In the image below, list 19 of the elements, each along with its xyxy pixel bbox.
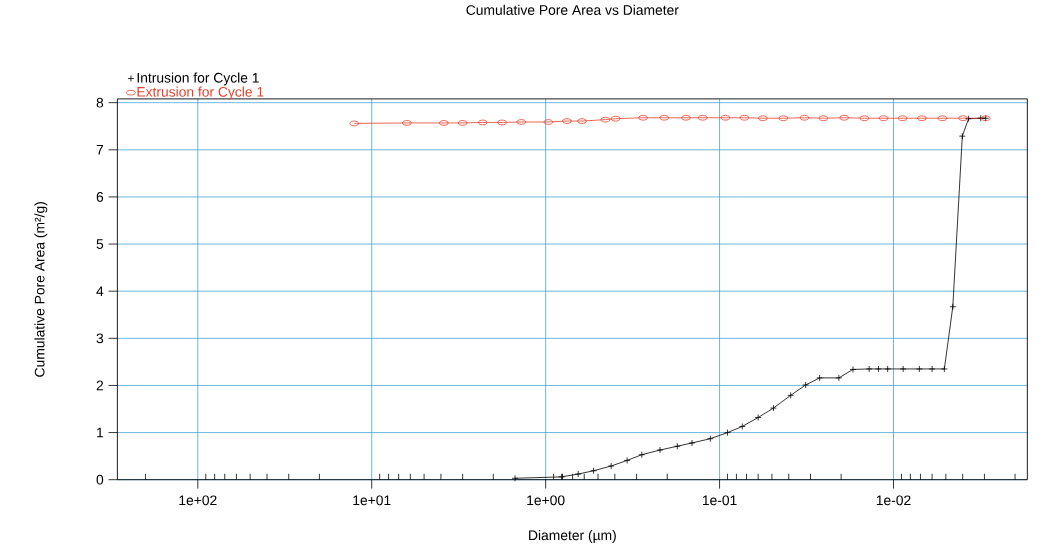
y-tick-label: 1 (97, 427, 104, 438)
chart-title: Cumulative Pore Area vs Diameter (466, 4, 679, 16)
y-tick-label: 5 (96, 239, 104, 249)
y-tick-label: 7 (96, 145, 104, 155)
x-axis-title: Diameter (µm) (529, 530, 616, 543)
x-tick-label: 1e+02 (179, 495, 217, 506)
legend-label: Extrusion for Cycle 1 (137, 86, 264, 100)
y-tick-label: 6 (96, 192, 104, 202)
x-tick-label: 1e-01 (702, 495, 737, 506)
y-tick-label: 8 (96, 97, 104, 108)
y-tick-label: 2 (96, 380, 104, 391)
y-tick-label: 4 (96, 286, 104, 296)
x-tick-label: 1e+01 (353, 495, 391, 506)
x-tick-label: 1e-02 (876, 495, 911, 506)
legend-label: Intrusion for Cycle 1 (137, 72, 259, 86)
y-tick-label: 0 (96, 474, 104, 485)
y-axis-title: Cumulative Pore Area (m²/g) (34, 202, 48, 377)
y-tick-label: 3 (96, 333, 104, 344)
x-tick-label: 1e+00 (527, 495, 565, 506)
